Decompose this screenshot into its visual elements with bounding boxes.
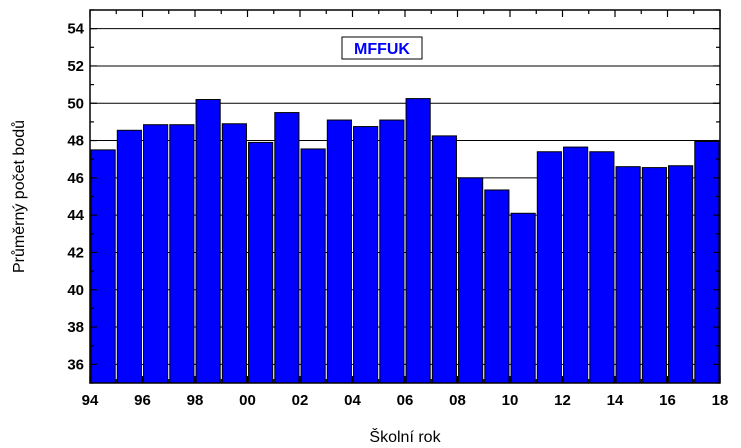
bar [143, 124, 169, 384]
grid-lines [90, 28, 720, 365]
y-tick-labels: 36 38 40 42 44 46 48 50 52 54 [67, 21, 84, 374]
y-tick-label: 48 [67, 133, 84, 150]
bar [694, 140, 720, 384]
x-tick-label: 00 [239, 392, 256, 409]
x-tick-label: 98 [187, 392, 204, 409]
bar [563, 146, 589, 384]
y-tick-label: 52 [67, 58, 84, 75]
bar [484, 189, 510, 384]
bar [274, 112, 300, 384]
y-tick-label: 40 [67, 282, 84, 299]
x-tick-label: 96 [134, 392, 151, 409]
bar [379, 119, 405, 384]
bar [536, 151, 562, 384]
x-tick-label: 04 [344, 392, 361, 409]
x-tick-label: 10 [502, 392, 519, 409]
bar [615, 166, 641, 384]
bar [300, 148, 326, 384]
bar [90, 149, 116, 384]
bar [641, 167, 667, 384]
x-tick-label: 18 [712, 392, 729, 409]
legend-box [341, 36, 423, 60]
legend-label: MFFUK [354, 41, 410, 58]
x-tick-label: 94 [82, 392, 99, 409]
bar [353, 126, 379, 384]
x-tick-label: 12 [554, 392, 571, 409]
bar [431, 135, 457, 384]
bar [169, 124, 195, 384]
bars [90, 98, 720, 384]
legend: MFFUK [341, 36, 423, 60]
x-axis-title: Školní rok [369, 427, 441, 446]
bar [668, 165, 694, 384]
bar [195, 99, 221, 384]
y-tick-label: 36 [67, 356, 84, 373]
x-tick-label: 14 [607, 392, 624, 409]
bar [510, 212, 536, 384]
x-tick-label: 06 [397, 392, 414, 409]
y-axis-title: Průměrný počet bodů [10, 120, 28, 273]
bar [221, 123, 247, 384]
x-tick-label: 08 [449, 392, 466, 409]
bar [326, 119, 352, 384]
bar [116, 129, 142, 384]
bar [458, 177, 484, 384]
x-tick-label: 02 [292, 392, 309, 409]
y-tick-label: 42 [67, 244, 84, 261]
bar [405, 98, 431, 384]
y-tick-label: 44 [67, 207, 84, 224]
x-tick-label: 16 [659, 392, 676, 409]
y-tick-label: 38 [67, 319, 84, 336]
y-tick-label: 50 [67, 95, 84, 112]
axis-ticks [89, 9, 721, 384]
bar [589, 151, 615, 384]
y-tick-label: 54 [67, 21, 84, 38]
x-tick-labels: 94 96 98 00 02 04 06 08 10 12 14 16 18 [82, 392, 729, 409]
y-tick-label: 46 [67, 170, 84, 187]
bar [248, 141, 274, 384]
